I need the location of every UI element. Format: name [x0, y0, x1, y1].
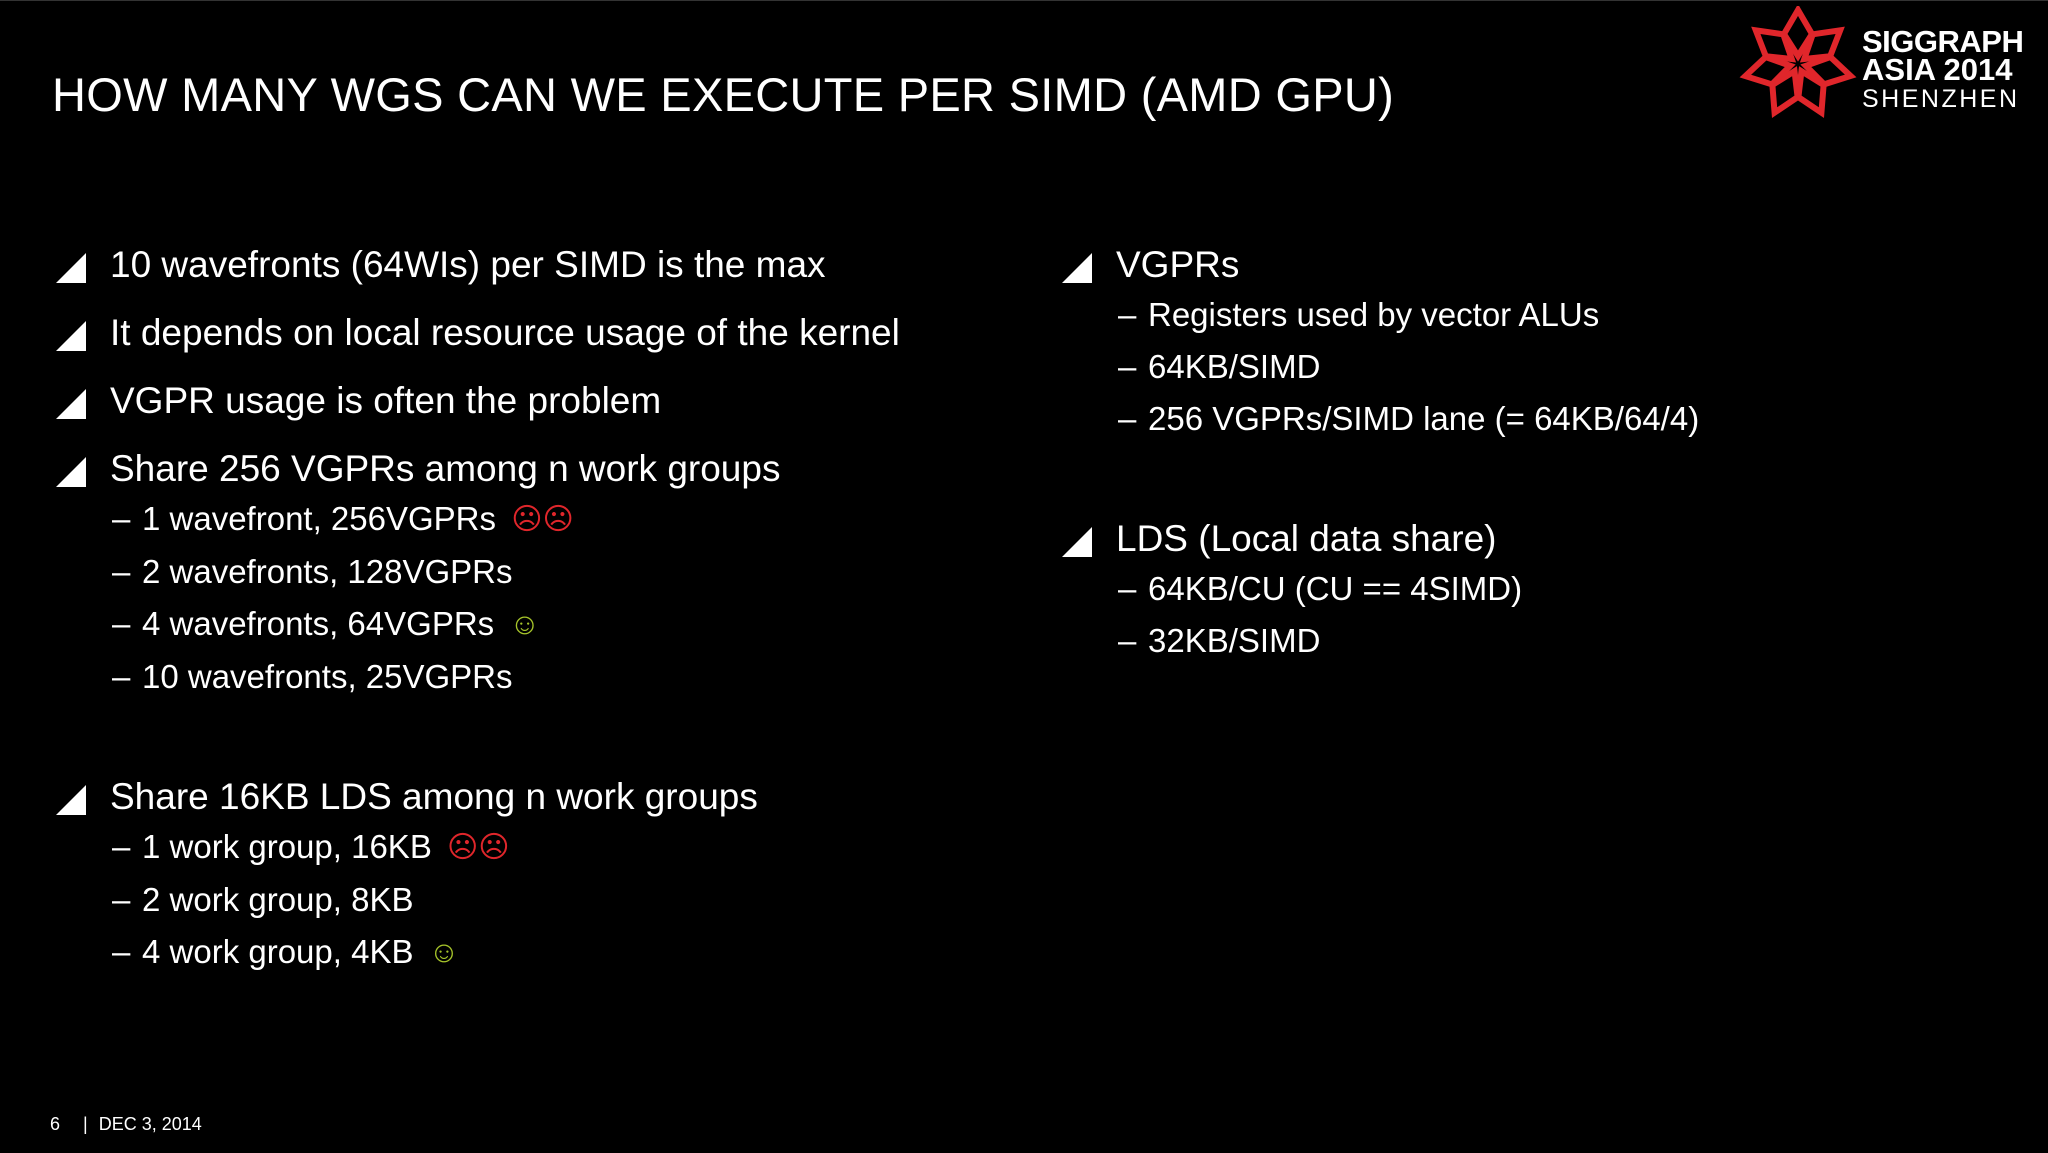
sub-text: 1 work group, 16KB — [142, 828, 432, 865]
triangle-bullet-icon — [56, 253, 86, 283]
bullet-text: Share 16KB LDS among n work groups — [110, 776, 758, 817]
right-column: VGPRs – Registers used by vector ALUs – … — [1062, 241, 1699, 661]
sub-item: – 1 work group, 16KB ☹☹ — [56, 827, 900, 868]
dash: – — [1118, 570, 1137, 607]
sub-text: 2 wavefronts, 128VGPRs — [142, 553, 513, 590]
dash: – — [112, 881, 131, 918]
sub-text: 2 work group, 8KB — [142, 881, 414, 918]
bullet-text: LDS (Local data share) — [1116, 518, 1497, 559]
bullet-text: VGPRs — [1116, 244, 1240, 285]
sub-text: 64KB/SIMD — [1148, 348, 1321, 385]
logo-line-1: SIGGRAPH — [1862, 24, 2024, 59]
dash: – — [112, 658, 131, 695]
bullet-text: VGPR usage is often the problem — [110, 380, 662, 421]
sub-item: – 4 work group, 4KB ☺ — [56, 932, 900, 973]
dash: – — [1118, 296, 1137, 333]
sub-text: Registers used by vector ALUs — [1148, 296, 1600, 333]
bullet-item: LDS (Local data share) — [1062, 515, 1699, 563]
sub-item: – 1 wavefront, 256VGPRs ☹☹ — [56, 499, 900, 540]
bullet-item: 10 wavefronts (64WIs) per SIMD is the ma… — [56, 241, 900, 289]
bullet-item: VGPR usage is often the problem — [56, 377, 900, 425]
sub-item: – 256 VGPRs/SIMD lane (= 64KB/64/4) — [1062, 399, 1699, 439]
dash: – — [1118, 400, 1137, 437]
triangle-bullet-icon — [56, 321, 86, 351]
sub-text: 4 work group, 4KB — [142, 933, 414, 970]
triangle-bullet-icon — [56, 785, 86, 815]
dash: – — [112, 828, 131, 865]
left-column: 10 wavefronts (64WIs) per SIMD is the ma… — [56, 241, 900, 973]
page-number: 6 — [50, 1114, 61, 1134]
sub-item: – 2 work group, 8KB — [56, 880, 900, 920]
sub-text: 1 wavefront, 256VGPRs — [142, 500, 497, 537]
happy-face-icon: ☺ — [509, 608, 540, 641]
bullet-item: Share 16KB LDS among n work groups — [56, 773, 900, 821]
dash: – — [112, 553, 131, 590]
siggraph-asia-logo: SIGGRAPH ASIA 2014 SHENZHEN — [1738, 6, 2028, 126]
triangle-bullet-icon — [1062, 527, 1092, 557]
sub-item: – Registers used by vector ALUs — [1062, 295, 1699, 335]
triangle-bullet-icon — [56, 389, 86, 419]
sub-text: 256 VGPRs/SIMD lane (= 64KB/64/4) — [1148, 400, 1700, 437]
happy-face-icon: ☺ — [428, 936, 460, 969]
sub-item: – 64KB/CU (CU == 4SIMD) — [1062, 569, 1699, 609]
sub-item: – 64KB/SIMD — [1062, 347, 1699, 387]
sub-text: 32KB/SIMD — [1148, 622, 1321, 659]
bullet-text: 10 wavefronts (64WIs) per SIMD is the ma… — [110, 244, 826, 285]
slide-footer: 6 | DEC 3, 2014 — [50, 1114, 202, 1135]
slide-title: HOW MANY WGS CAN WE EXECUTE PER SIMD (AM… — [52, 68, 1395, 121]
dash: – — [112, 500, 131, 537]
sub-text: 64KB/CU (CU == 4SIMD) — [1148, 570, 1523, 607]
bullet-item: It depends on local resource usage of th… — [56, 309, 900, 357]
sub-item: – 2 wavefronts, 128VGPRs — [56, 552, 900, 592]
sad-face-icon: ☹☹ — [447, 831, 510, 864]
sub-item: – 4 wavefronts, 64VGPRs ☺ — [56, 604, 900, 645]
dash: – — [112, 605, 131, 642]
logo-line-2: ASIA 2014 — [1862, 52, 2013, 87]
bullet-text: Share 256 VGPRs among n work groups — [110, 448, 781, 489]
footer-date: DEC 3, 2014 — [98, 1114, 202, 1134]
dash: – — [1118, 348, 1137, 385]
bullet-text: It depends on local resource usage of th… — [110, 312, 900, 353]
sub-text: 4 wavefronts, 64VGPRs — [142, 605, 495, 642]
dash: – — [1118, 622, 1137, 659]
logo-line-3: SHENZHEN — [1862, 85, 2020, 113]
sad-face-icon: ☹☹ — [511, 503, 574, 536]
star-logo-icon — [1739, 6, 1857, 119]
footer-separator: | — [83, 1114, 88, 1134]
sub-item: – 10 wavefronts, 25VGPRs — [56, 657, 900, 697]
triangle-bullet-icon — [56, 457, 86, 487]
sub-item: – 32KB/SIMD — [1062, 621, 1699, 661]
sub-text: 10 wavefronts, 25VGPRs — [142, 658, 513, 695]
triangle-bullet-icon — [1062, 253, 1092, 283]
dash: – — [112, 933, 131, 970]
bullet-item: Share 256 VGPRs among n work groups — [56, 445, 900, 493]
bullet-item: VGPRs — [1062, 241, 1699, 289]
